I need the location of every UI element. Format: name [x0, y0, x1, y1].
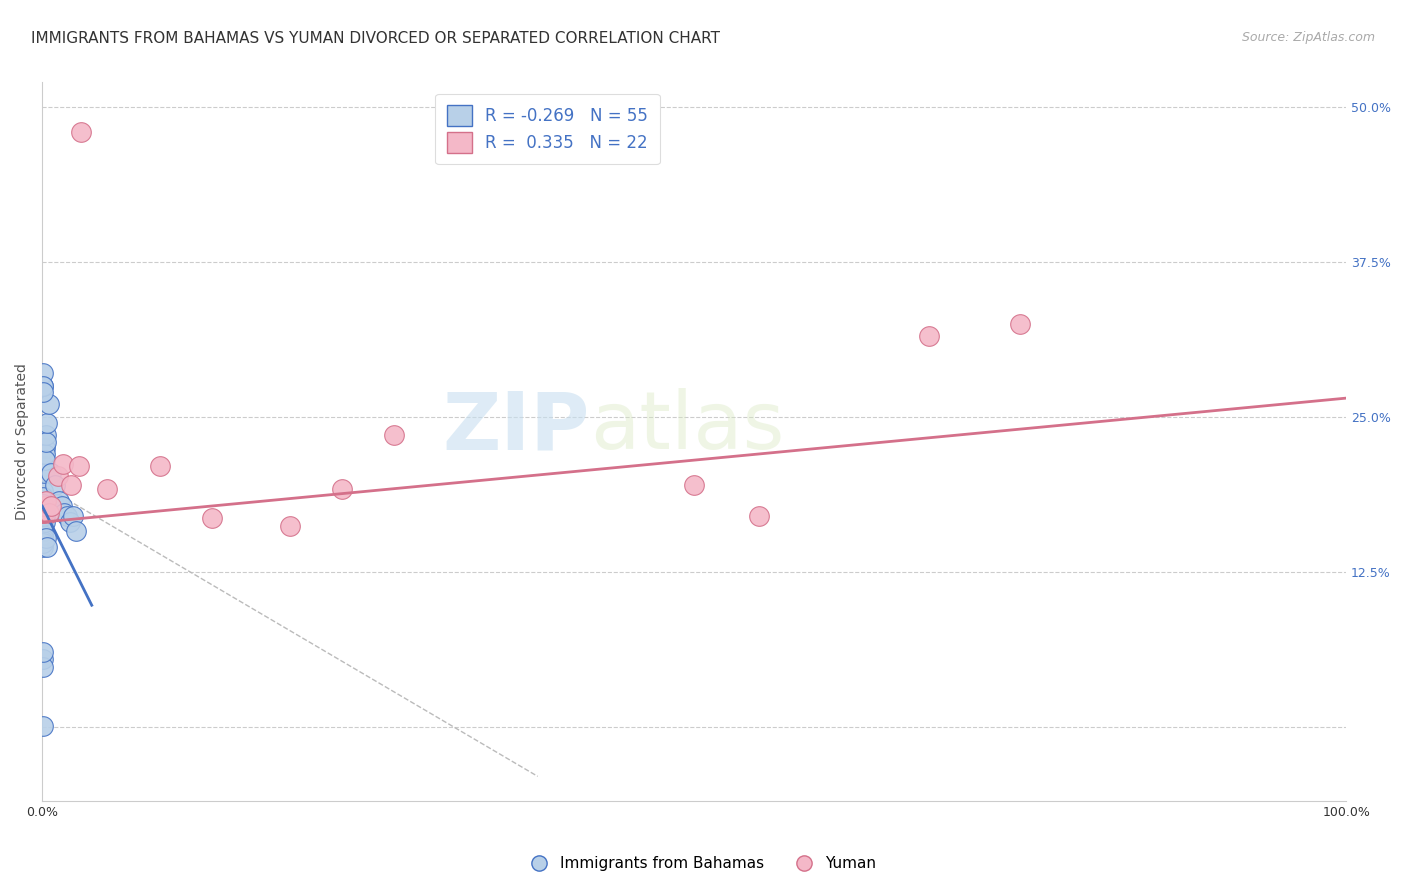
- Point: [31, 527, 53, 541]
- Point: [32, 502, 55, 516]
- Point: [32, 508, 55, 523]
- Point: [32, 533, 55, 548]
- Point: [31, 533, 53, 548]
- Point: [32, 507, 55, 521]
- Point: [31, 384, 53, 399]
- Point: [51, 499, 73, 513]
- Point: [34, 515, 56, 529]
- Point: [918, 329, 941, 343]
- Point: [38, 507, 60, 521]
- Point: [34, 447, 56, 461]
- Point: [52, 457, 75, 471]
- Point: [32, 502, 55, 516]
- Legend: R = -0.269   N = 55, R =  0.335   N = 22: R = -0.269 N = 55, R = 0.335 N = 22: [436, 94, 659, 164]
- Point: [32, 502, 55, 516]
- Point: [62, 508, 84, 523]
- Point: [32, 524, 55, 538]
- Point: [34, 453, 56, 467]
- Point: [31, 515, 53, 529]
- Point: [330, 482, 353, 496]
- Point: [70, 124, 93, 138]
- Point: [65, 524, 87, 538]
- Point: [32, 507, 55, 521]
- Point: [32, 378, 55, 392]
- Point: [59, 478, 82, 492]
- Point: [683, 478, 706, 492]
- Point: [32, 515, 55, 529]
- Point: [67, 459, 90, 474]
- Point: [32, 499, 55, 513]
- Point: [41, 466, 63, 480]
- Y-axis label: Divorced or Separated: Divorced or Separated: [15, 363, 30, 520]
- Point: [748, 508, 770, 523]
- Point: [39, 502, 62, 516]
- Text: IMMIGRANTS FROM BAHAMAS VS YUMAN DIVORCED OR SEPARATED CORRELATION CHART: IMMIGRANTS FROM BAHAMAS VS YUMAN DIVORCE…: [31, 31, 720, 46]
- Point: [37, 540, 59, 554]
- Point: [37, 416, 59, 430]
- Point: [42, 497, 65, 511]
- Point: [32, 459, 55, 474]
- Point: [32, 718, 55, 732]
- Point: [31, 527, 53, 541]
- Point: [32, 511, 55, 525]
- Text: ZIP: ZIP: [443, 388, 591, 467]
- Point: [35, 428, 58, 442]
- Point: [32, 484, 55, 499]
- Point: [201, 511, 224, 525]
- Point: [46, 469, 69, 483]
- Point: [35, 531, 58, 545]
- Point: [31, 540, 53, 554]
- Point: [44, 478, 66, 492]
- Point: [48, 494, 70, 508]
- Point: [41, 499, 63, 513]
- Point: [32, 645, 55, 659]
- Point: [96, 482, 118, 496]
- Point: [32, 367, 55, 381]
- Text: Source: ZipAtlas.com: Source: ZipAtlas.com: [1241, 31, 1375, 45]
- Point: [32, 497, 55, 511]
- Point: [32, 507, 55, 521]
- Point: [32, 466, 55, 480]
- Point: [53, 507, 76, 521]
- Point: [148, 459, 170, 474]
- Point: [32, 651, 55, 665]
- Point: [35, 434, 58, 449]
- Point: [31, 508, 53, 523]
- Point: [58, 515, 80, 529]
- Point: [32, 527, 55, 541]
- Point: [56, 508, 79, 523]
- Legend: Immigrants from Bahamas, Yuman: Immigrants from Bahamas, Yuman: [523, 850, 883, 877]
- Point: [31, 521, 53, 535]
- Point: [382, 428, 405, 442]
- Point: [35, 494, 58, 508]
- Point: [1010, 317, 1032, 331]
- Point: [32, 536, 55, 550]
- Point: [32, 491, 55, 505]
- Point: [32, 660, 55, 674]
- Point: [34, 441, 56, 455]
- Text: atlas: atlas: [591, 388, 785, 467]
- Point: [278, 519, 301, 533]
- Point: [31, 536, 53, 550]
- Point: [32, 531, 55, 545]
- Point: [31, 378, 53, 392]
- Point: [32, 519, 55, 533]
- Point: [45, 497, 67, 511]
- Point: [38, 397, 60, 411]
